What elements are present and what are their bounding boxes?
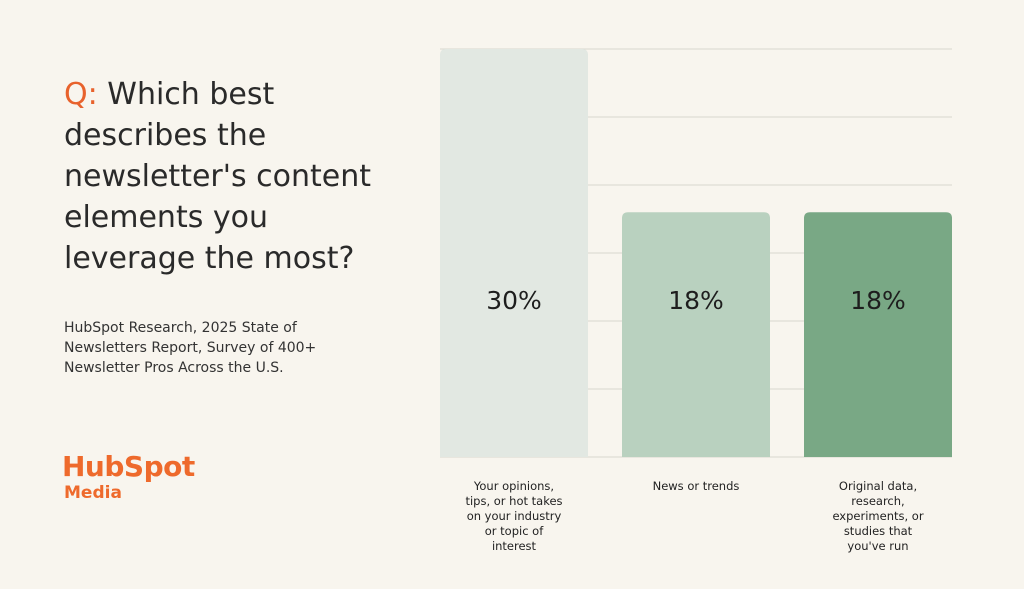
category-label-1: Your opinions, tips, or hot takes on your … [465,479,562,553]
question-text: Which best describes the newsletter's co… [64,77,372,276]
value-label-2: 18% [668,286,724,315]
category-label-3: Original data, research, experiments, or st… [832,479,923,553]
category-label-2: News or trends [653,479,740,493]
logo-line2: Media [64,483,122,503]
question-title: Q: Which best describes the newsletter's… [64,74,394,279]
bar-2 [622,212,770,457]
question-prefix: Q: [64,77,98,112]
value-label-1: 30% [486,286,542,315]
hubspot-media-logo: HubSpot Media [62,452,195,504]
bar-1 [440,49,588,457]
bar-3 [804,212,952,457]
source-citation: HubSpot Research, 2025 State of Newslett… [64,320,317,376]
logo-line1: HubSpot [62,450,195,483]
value-label-3: 18% [850,286,906,315]
